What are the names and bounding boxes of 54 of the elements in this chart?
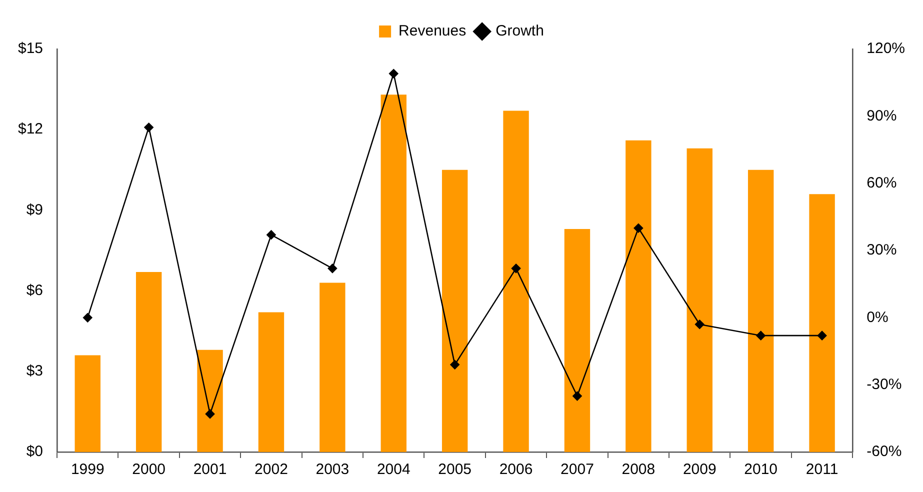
y2-tick-label: -30% — [866, 376, 902, 393]
y-tick-label: $6 — [26, 282, 44, 299]
x-tick-label: 2001 — [193, 461, 227, 478]
y2-tick-label: 60% — [866, 174, 897, 192]
x-tick-label: 2006 — [499, 461, 533, 478]
legend-label: Growth — [496, 22, 544, 40]
bar — [136, 272, 162, 452]
y-tick-label: $9 — [26, 201, 44, 218]
point — [144, 122, 154, 132]
x-tick-label: 2003 — [316, 461, 350, 478]
bar — [809, 194, 835, 452]
y2-tick-label: 90% — [866, 107, 897, 124]
x-tick-label: 2004 — [376, 461, 410, 478]
point — [634, 223, 644, 233]
x-tick-label: 2000 — [132, 461, 166, 478]
bar — [686, 148, 712, 452]
x-tick-label: 2010 — [744, 461, 778, 478]
point — [328, 264, 338, 274]
y-tick-label: $0 — [26, 443, 44, 460]
point — [817, 330, 827, 340]
bar — [74, 355, 100, 452]
y-tick-label: $3 — [26, 362, 44, 380]
point — [205, 409, 215, 419]
x-tick-label: 2009 — [682, 461, 716, 478]
bar — [748, 170, 774, 452]
bar — [564, 229, 590, 452]
bar — [197, 350, 223, 452]
x-tick-label: 2011 — [806, 461, 838, 478]
y2-tick-label: -60% — [866, 443, 902, 460]
bar — [320, 282, 346, 452]
x-tick-label: 1999 — [70, 461, 104, 478]
point — [450, 360, 460, 370]
x-tick-label: 2005 — [438, 461, 472, 478]
point — [756, 330, 766, 340]
point — [266, 230, 276, 240]
bar — [380, 94, 406, 452]
bar — [503, 110, 529, 452]
x-tick-label: 2007 — [560, 461, 594, 478]
y2-tick-label: 30% — [866, 242, 897, 259]
y-tick-label: $15 — [18, 40, 44, 58]
point — [82, 313, 92, 322]
bar — [626, 140, 652, 452]
x-tick-label: 2002 — [254, 461, 288, 478]
point — [388, 68, 398, 78]
point — [694, 320, 704, 330]
x-tick-label: 2008 — [622, 461, 656, 478]
point — [511, 264, 521, 274]
bar — [258, 312, 284, 452]
y2-tick-label: 0% — [866, 308, 888, 326]
y2-tick-label: 120% — [866, 40, 906, 58]
legend-label: Revenues — [398, 22, 466, 40]
point — [572, 391, 582, 401]
bar — [442, 170, 468, 452]
y-tick-label: $12 — [18, 120, 44, 138]
